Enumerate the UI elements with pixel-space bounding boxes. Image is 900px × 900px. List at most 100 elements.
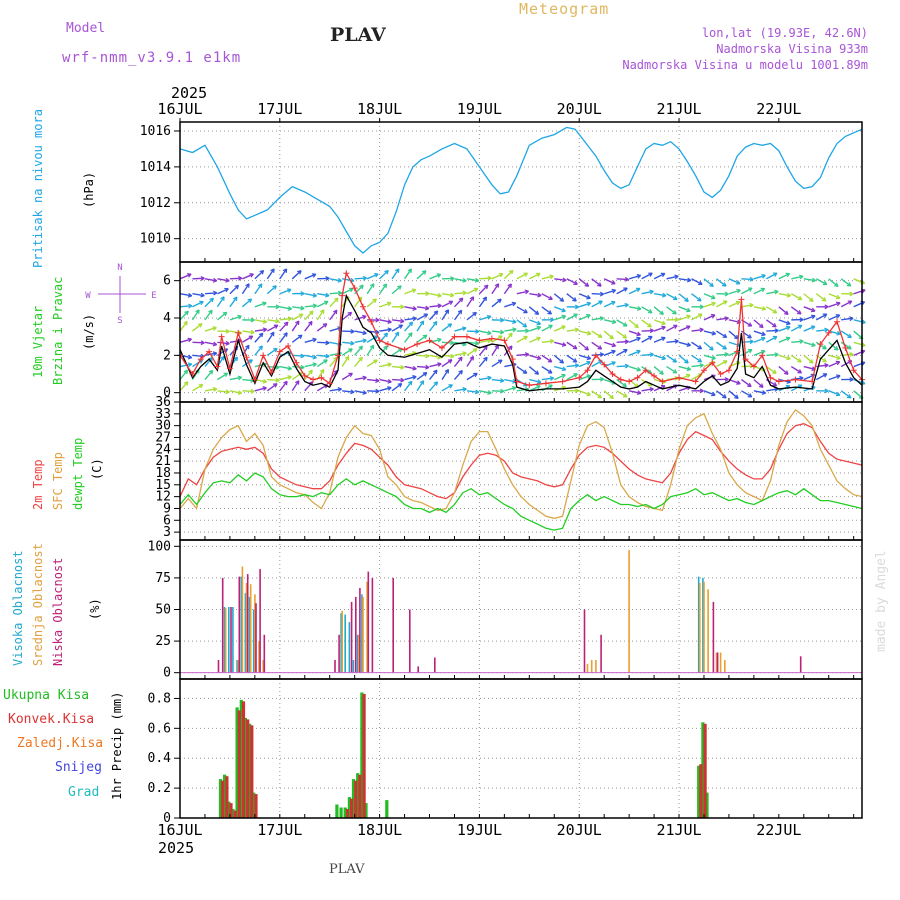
wind-arrow-head	[559, 297, 565, 302]
wind-arrow-head	[208, 369, 214, 375]
wind-arrow-head	[497, 298, 502, 304]
gust-point	[709, 359, 716, 366]
bar-rain_conv	[354, 780, 358, 818]
wind-arrow-head	[287, 316, 293, 322]
wind-arrow	[616, 319, 628, 327]
bar-rain_total	[385, 800, 389, 818]
wind-arrow-head	[297, 270, 302, 275]
wind-arrow	[317, 341, 330, 344]
wind-arrow	[216, 296, 225, 308]
wind-arrow-head	[362, 275, 367, 281]
wind-arrow	[628, 390, 642, 394]
wind-arrow	[453, 370, 463, 381]
wind-arrow	[566, 328, 579, 332]
wind-arrow-head	[661, 320, 666, 326]
wind-arrow-head	[272, 285, 277, 290]
wind-arrow-head	[212, 386, 218, 392]
wind-arrow-head	[362, 330, 367, 336]
wind-arrow-head	[536, 384, 541, 390]
wind-arrow-head	[624, 302, 629, 308]
wind-arrow	[391, 383, 403, 392]
wind-arrow	[379, 319, 392, 323]
bar-rain_total	[339, 807, 343, 818]
wind-arrow	[554, 341, 567, 347]
wind-arrow-head	[225, 340, 230, 346]
wind-arrow-head	[849, 316, 854, 322]
wind-arrow-head	[358, 356, 363, 362]
wind-arrow-head	[474, 277, 480, 283]
wind-arrow-head	[849, 291, 854, 297]
wind-arrow-head	[358, 345, 363, 351]
wind-arrow-head	[622, 322, 628, 327]
wind-arrow	[217, 278, 230, 282]
wind-arrow	[578, 361, 591, 368]
ytick-label: 21	[155, 454, 171, 469]
wind-arrow-head	[275, 318, 280, 324]
wind-arrow	[428, 321, 438, 332]
wind-arrow-head	[499, 378, 505, 383]
bar-cloud_mid	[707, 589, 709, 673]
gust-point	[476, 337, 483, 344]
wind-arrow-head	[300, 353, 305, 359]
wind-arrow-head	[383, 332, 389, 338]
gust-point	[759, 352, 766, 359]
date-label-top: 19JUL	[457, 100, 502, 118]
wind-arrow-head	[325, 340, 330, 346]
wind-arrow	[578, 341, 589, 351]
wind-arrow	[666, 340, 679, 343]
wind-arrow	[329, 292, 342, 295]
wind-arrow	[815, 293, 827, 302]
wind-arrow-head	[220, 355, 225, 361]
wind-arrow-head	[432, 320, 438, 326]
wind-arrow-head	[362, 390, 367, 395]
wind-arrow	[803, 341, 816, 347]
wind-arrow-head	[500, 317, 505, 323]
wind-arrow	[603, 301, 616, 308]
station-title: PLAV	[330, 24, 386, 46]
wind-arrow-head	[586, 374, 591, 379]
wind-arrow	[241, 283, 250, 295]
wind-arrow	[391, 319, 405, 323]
bar-cloud_low	[417, 666, 419, 673]
wind-arrow-head	[747, 393, 753, 398]
bar-cloud_high	[348, 622, 351, 673]
wind-arrow	[603, 350, 616, 356]
wind-arrow	[691, 354, 702, 363]
wind-arrow	[803, 354, 814, 364]
wind-arrow	[553, 354, 564, 364]
wind-arrow	[741, 340, 754, 343]
wind-arrow	[379, 269, 389, 280]
wind-arrow-head	[297, 334, 303, 340]
wind-arrow	[766, 388, 779, 392]
wind-arrow-head	[822, 345, 827, 350]
wind-arrow	[828, 354, 841, 360]
wind-arrow	[853, 378, 866, 385]
wind-arrow	[242, 378, 255, 382]
wind-arrow	[728, 289, 741, 295]
wind-arrow-head	[547, 358, 553, 363]
wind-arrow-head	[408, 321, 414, 327]
wind-arrow-head	[836, 330, 841, 336]
gust-point	[335, 352, 342, 359]
wind-arrow-head	[300, 291, 305, 297]
wind-arrow-head	[350, 340, 355, 346]
panel-frame-precip	[179, 678, 863, 819]
wind-arrow	[279, 317, 292, 321]
wind-arrow	[304, 304, 317, 308]
wind-arrow-head	[824, 327, 829, 333]
wind-arrow-head	[699, 363, 704, 368]
wind-arrow-head	[450, 340, 455, 346]
gust-point	[384, 341, 391, 348]
wind-arrow-head	[187, 273, 192, 278]
bar-rain_total	[347, 797, 351, 818]
wind-arrow	[479, 376, 492, 381]
series-line-sfc_temp	[179, 408, 863, 519]
wind-arrow-head	[672, 358, 678, 363]
wind-arrow	[616, 278, 629, 281]
wind-arrow-head	[561, 342, 567, 347]
wind-arrow	[579, 354, 591, 360]
wind-arrow-head	[312, 337, 317, 343]
wind-arrow-head	[584, 346, 589, 351]
wind-arrow	[404, 321, 414, 332]
wind-arrow-head	[287, 306, 292, 311]
